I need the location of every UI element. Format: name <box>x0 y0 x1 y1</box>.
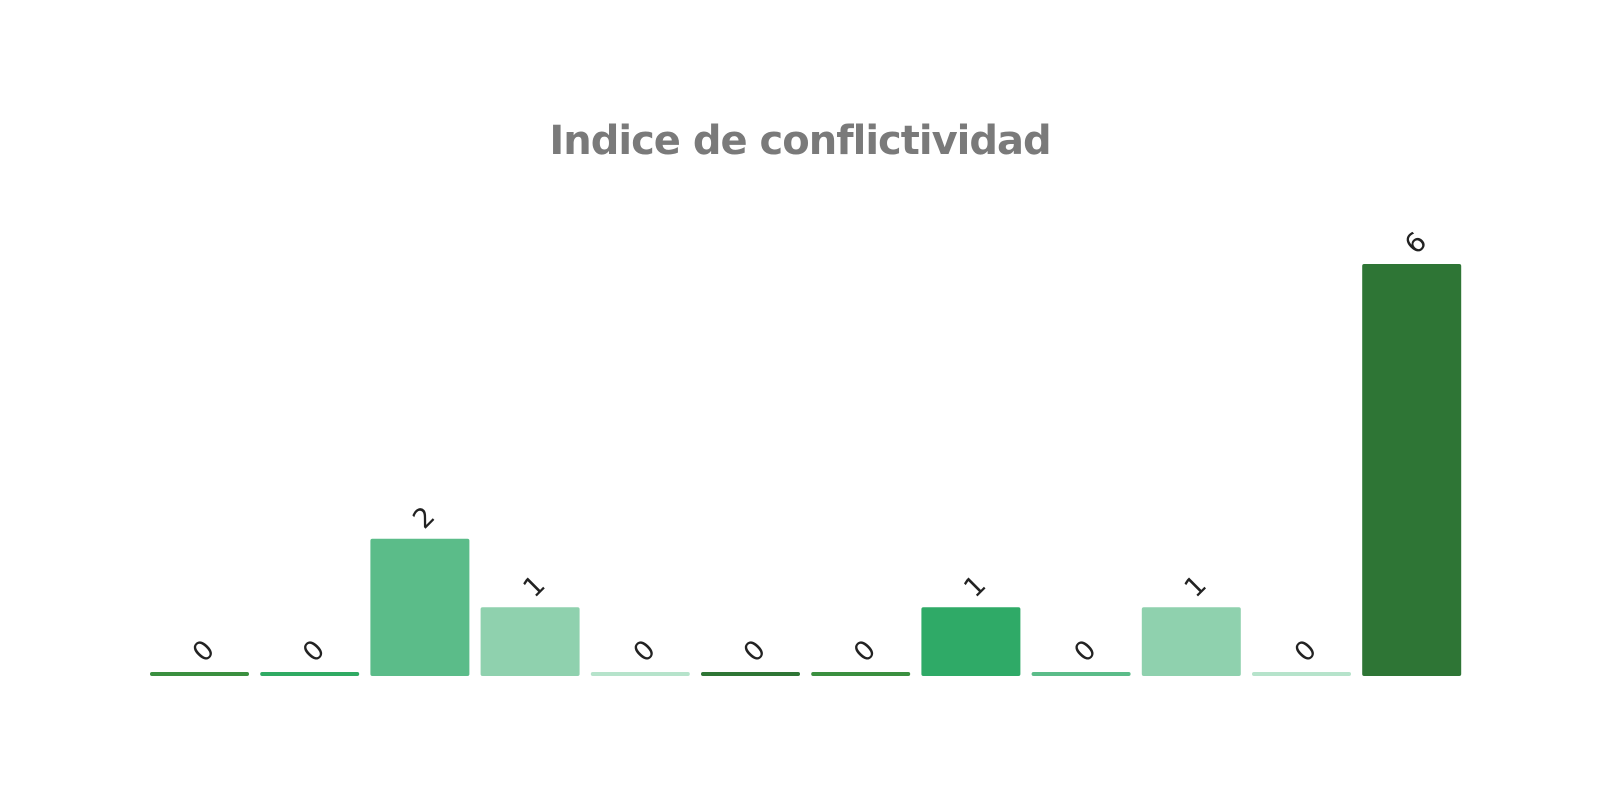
bar-4 <box>480 607 580 676</box>
bar-value-label-10: 1 <box>1179 570 1213 604</box>
bar-value-label-1: 0 <box>187 634 221 668</box>
bar-8 <box>921 607 1021 676</box>
bar-2 <box>260 672 360 676</box>
bar-value-label-8: 1 <box>958 570 992 604</box>
bar-value-label-2: 0 <box>297 634 331 668</box>
bar-12 <box>1362 264 1462 676</box>
chart-title: Indice de conflictividad <box>549 118 1051 164</box>
bar-3 <box>370 538 470 676</box>
bar-1 <box>150 672 249 676</box>
bar-7 <box>811 672 911 676</box>
bar-11 <box>1252 672 1351 676</box>
bar-value-label-9: 0 <box>1068 634 1102 668</box>
bar-value-label-4: 1 <box>517 570 551 604</box>
bar-6 <box>701 672 800 676</box>
bar-value-label-7: 0 <box>848 634 882 668</box>
bar-value-label-5: 0 <box>628 634 662 668</box>
bar-value-label-6: 0 <box>738 634 772 668</box>
bar-value-label-3: 2 <box>407 501 441 535</box>
bar-value-label-11: 0 <box>1289 634 1323 668</box>
bar-9 <box>1031 672 1131 676</box>
bar-5 <box>590 672 690 676</box>
bar-10 <box>1141 607 1241 676</box>
bar-value-label-12: 6 <box>1399 226 1433 260</box>
